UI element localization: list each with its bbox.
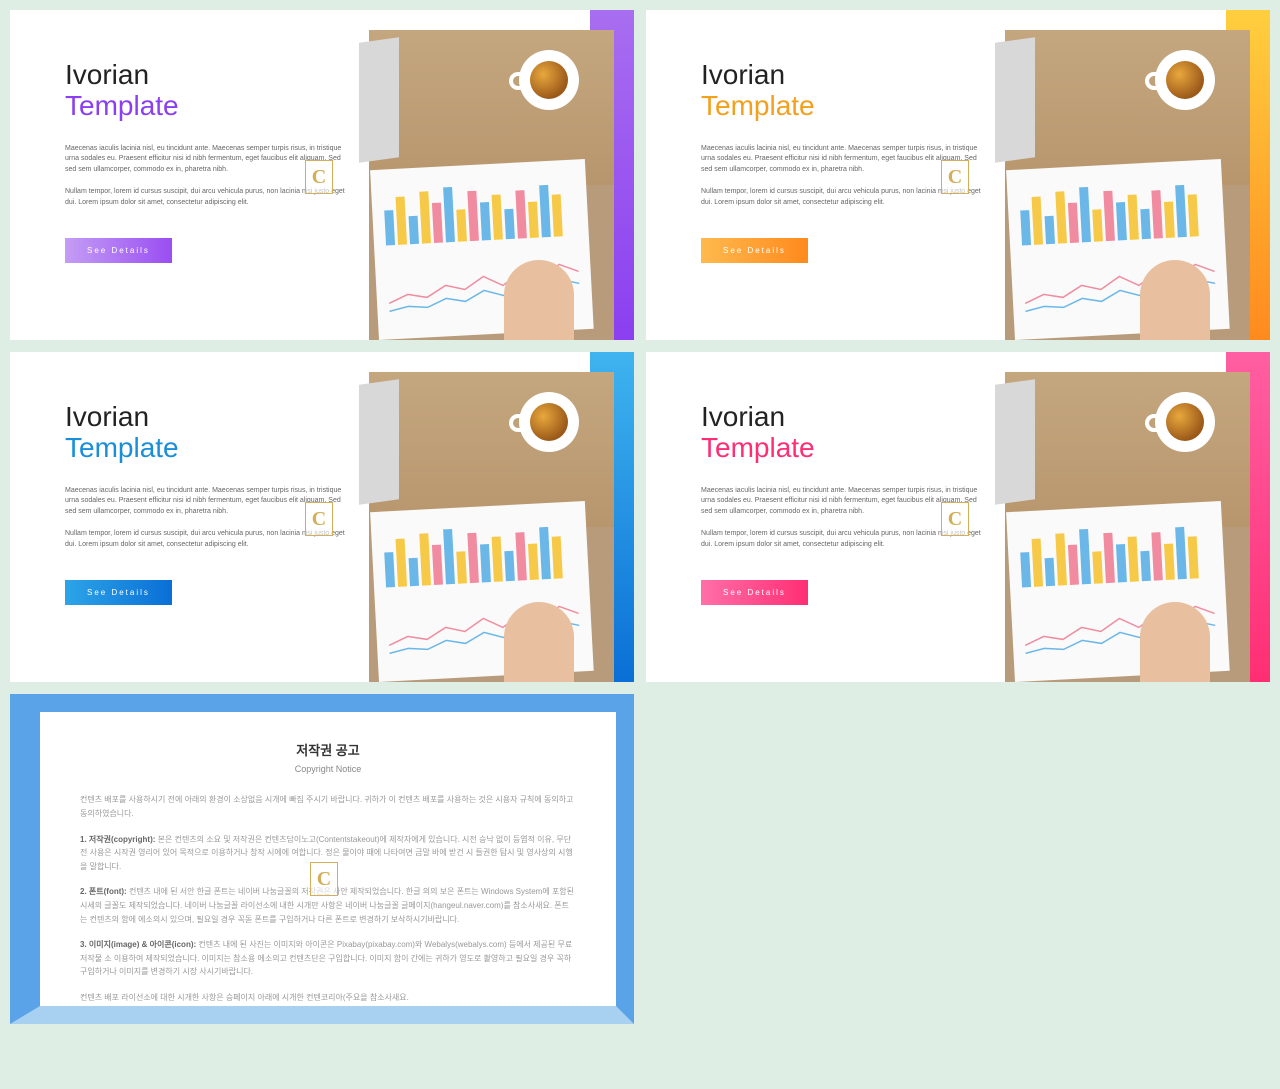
hand-icon	[504, 602, 574, 682]
hand-icon	[1140, 260, 1210, 340]
coffee-cup-icon	[519, 50, 579, 110]
card-paragraph-2: Nullam tempor, lorem id cursus suscipit,…	[701, 529, 981, 550]
template-card-orange: Ivorian Template Maecenas iaculis lacini…	[646, 10, 1270, 340]
copyright-subtitle: Copyright Notice	[80, 762, 576, 777]
card-title-line1: Ivorian	[65, 402, 345, 433]
card-title-line2: Template	[65, 91, 345, 122]
card-title-line1: Ivorian	[701, 60, 981, 91]
copyright-intro: 컨텐츠 배포를 사용하시기 전에 아래의 환경이 소상없음 시개에 빠짐 주시기…	[80, 793, 576, 820]
copyright-notice-card: 저작권 공고 Copyright Notice 컨텐츠 배포를 사용하시기 전에…	[10, 694, 634, 1024]
copyright-title: 저작권 공고	[80, 740, 576, 762]
card-paragraph-2: Nullam tempor, lorem id cursus suscipit,…	[65, 529, 345, 550]
coffee-cup-icon	[519, 392, 579, 452]
see-details-button[interactable]: See Details	[65, 238, 172, 263]
card-title-line1: Ivorian	[701, 402, 981, 433]
card-paragraph-1: Maecenas iaculis lacinia nisl, eu tincid…	[701, 144, 981, 176]
template-card-pink: Ivorian Template Maecenas iaculis lacini…	[646, 352, 1270, 682]
bar-chart	[1019, 518, 1213, 588]
hand-icon	[1140, 602, 1210, 682]
watermark-c-icon: C	[305, 502, 333, 536]
see-details-button[interactable]: See Details	[65, 580, 172, 605]
coffee-cup-icon	[1155, 392, 1215, 452]
hero-photo	[1005, 30, 1250, 340]
template-card-purple: Ivorian Template Maecenas iaculis lacini…	[10, 10, 634, 340]
template-grid: Ivorian Template Maecenas iaculis lacini…	[10, 10, 1270, 1024]
copyright-section-3: 3. 이미지(image) & 아이콘(icon): 컨텐츠 내에 된 사진는 …	[80, 938, 576, 979]
card-paragraph-2: Nullam tempor, lorem id cursus suscipit,…	[701, 187, 981, 208]
see-details-button[interactable]: See Details	[701, 238, 808, 263]
hero-photo	[1005, 372, 1250, 682]
watermark-c-icon: C	[941, 502, 969, 536]
card-title-line2: Template	[701, 433, 981, 464]
card-paragraph-1: Maecenas iaculis lacinia nisl, eu tincid…	[65, 486, 345, 518]
bar-chart	[383, 518, 577, 588]
copyright-footer: 컨텐츠 배포 라이선소에 대한 시개한 사항은 승페이지 아래에 시개한 컨텐코…	[80, 991, 576, 1005]
template-card-blue: Ivorian Template Maecenas iaculis lacini…	[10, 352, 634, 682]
card-title-line2: Template	[65, 433, 345, 464]
bar-chart	[383, 176, 577, 246]
card-paragraph-2: Nullam tempor, lorem id cursus suscipit,…	[65, 187, 345, 208]
card-title-line1: Ivorian	[65, 60, 345, 91]
hand-icon	[504, 260, 574, 340]
see-details-button[interactable]: See Details	[701, 580, 808, 605]
card-title-line2: Template	[701, 91, 981, 122]
watermark-c-icon: C	[305, 160, 333, 194]
card-paragraph-1: Maecenas iaculis lacinia nisl, eu tincid…	[701, 486, 981, 518]
hero-photo	[369, 372, 614, 682]
bar-chart	[1019, 176, 1213, 246]
empty-cell	[646, 694, 1270, 1024]
card-paragraph-1: Maecenas iaculis lacinia nisl, eu tincid…	[65, 144, 345, 176]
watermark-c-icon: C	[941, 160, 969, 194]
coffee-cup-icon	[1155, 50, 1215, 110]
watermark-c-icon: C	[310, 862, 338, 896]
hero-photo	[369, 30, 614, 340]
